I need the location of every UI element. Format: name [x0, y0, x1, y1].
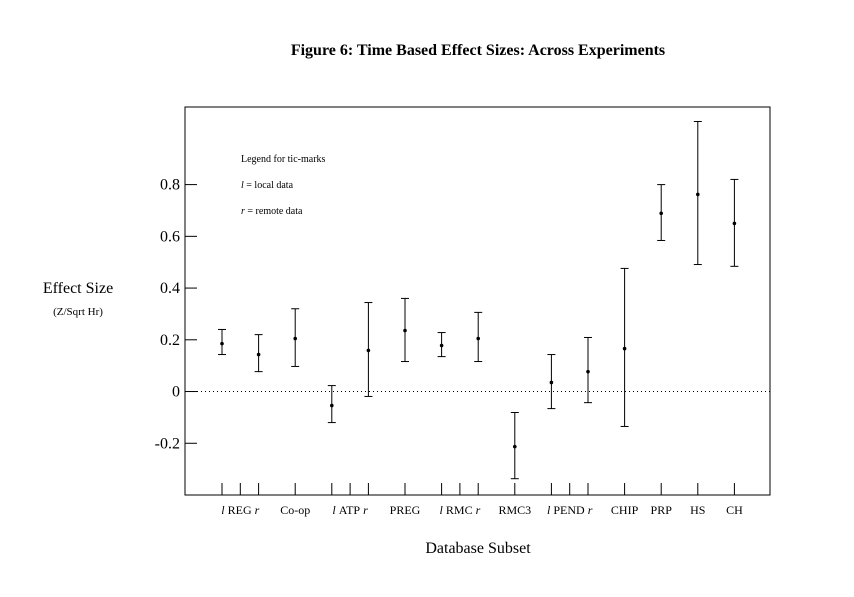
x-tick-label: l REG r: [221, 503, 259, 517]
data-point: [256, 352, 261, 357]
y-tick-label: 0: [172, 384, 180, 401]
x-tick-label: l ATP r: [332, 503, 368, 517]
x-tick-label: l PEND r: [547, 503, 593, 517]
tick-symbol-remote: r: [360, 503, 368, 517]
chart-title: Figure 6: Time Based Effect Sizes: Acros…: [291, 42, 665, 59]
y-tick-label: 0.6: [160, 228, 180, 245]
x-tick-label: CH: [726, 503, 743, 517]
data-point: [403, 328, 407, 333]
data-point: [696, 192, 700, 197]
legend-title: Legend for tic-marks: [241, 154, 326, 165]
group-label: RMC: [446, 503, 473, 517]
x-tick-label: l RMC r: [440, 503, 481, 517]
group-label: PEND: [553, 503, 585, 517]
data-point: [330, 403, 334, 408]
data-point: [622, 346, 627, 351]
y-tick-label: 0.4: [160, 280, 180, 297]
legend-symbol: r: [241, 206, 245, 217]
tick-symbol-local: l: [547, 503, 553, 517]
plot-frame: [184, 106, 771, 496]
data-point: [586, 369, 590, 374]
data-point: [513, 444, 517, 449]
group-label: REG: [228, 503, 252, 517]
data-point: [220, 341, 224, 346]
tick-symbol-remote: r: [252, 503, 260, 517]
legend-text: = remote data: [247, 206, 303, 217]
tick-symbol-local: l: [332, 503, 338, 517]
y-tick-label: 0.8: [160, 177, 180, 194]
legend-entry-local: l = local data: [241, 180, 294, 191]
tick-symbol-local: l: [221, 503, 227, 517]
data-point: [293, 336, 298, 341]
legend-entry-remote: r = remote data: [241, 206, 303, 217]
data-point: [549, 380, 554, 385]
y-axis-sublabel: (Z/Sqrt Hr): [53, 306, 103, 318]
data-point: [659, 211, 663, 216]
tick-symbol-remote: r: [585, 503, 593, 517]
data-point: [476, 336, 481, 341]
group-label: ATP: [339, 503, 361, 517]
x-tick-label: Co-op: [280, 503, 310, 517]
data-point: [732, 221, 737, 226]
x-tick-label: HS: [690, 503, 705, 517]
data-point: [439, 343, 444, 348]
x-axis-label: Database Subset: [425, 540, 531, 557]
x-tick-label: PRP: [651, 503, 673, 517]
x-tick-label: PREG: [390, 503, 421, 517]
x-tick-label: CHIP: [611, 503, 639, 517]
tick-symbol-local: l: [440, 503, 446, 517]
legend-symbol: l: [241, 180, 244, 191]
legend-text: = local data: [246, 180, 293, 191]
y-tick-label: 0.2: [160, 332, 180, 349]
y-axis-label: Effect Size: [43, 280, 113, 297]
data-point: [366, 348, 371, 353]
x-tick-label: RMC3: [498, 503, 531, 517]
tick-symbol-remote: r: [473, 503, 481, 517]
legend: Legend for tic-marks l = local data r = …: [241, 154, 326, 217]
y-tick-label: -0.2: [155, 435, 180, 452]
